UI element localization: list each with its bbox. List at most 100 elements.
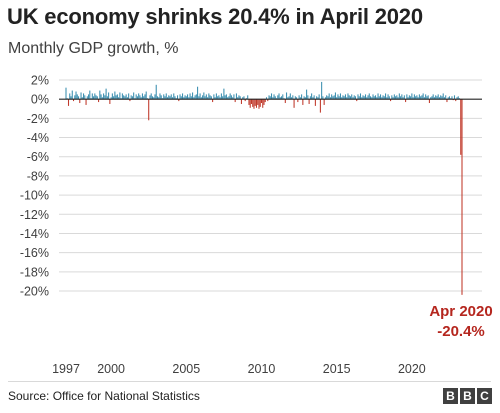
gdp-bar xyxy=(215,93,217,100)
gdp-bar xyxy=(298,95,300,100)
gdp-bar xyxy=(336,97,338,100)
gdp-bar xyxy=(116,94,118,100)
gdp-bar xyxy=(369,96,372,100)
gdp-bar xyxy=(438,97,440,100)
bars xyxy=(65,81,463,295)
gdp-bar xyxy=(183,97,185,100)
gdp-bar xyxy=(343,96,345,100)
gdp-bar xyxy=(423,97,425,100)
x-tick-label: 1997 xyxy=(52,362,80,376)
gdp-bar xyxy=(328,93,330,100)
annotation-value: -20.4% xyxy=(437,323,485,340)
gdp-bar xyxy=(282,94,284,100)
gdp-bar xyxy=(195,94,197,100)
gdp-bar xyxy=(113,96,115,100)
gdp-bar xyxy=(159,93,161,100)
x-tick-label: 2015 xyxy=(323,362,351,376)
gdp-bar xyxy=(309,96,311,100)
gdp-bar xyxy=(342,95,344,100)
gdp-bar xyxy=(341,97,343,100)
gdp-bar xyxy=(415,96,417,100)
gdp-bar xyxy=(383,96,385,100)
gdp-bar xyxy=(354,96,357,100)
gdp-bar xyxy=(356,99,358,102)
gdp-bar xyxy=(180,96,182,100)
gdp-bar xyxy=(223,88,225,100)
gdp-bar xyxy=(447,97,449,100)
y-tick-label: 0% xyxy=(31,93,49,107)
gdp-bar xyxy=(430,97,432,100)
gdp-bar xyxy=(84,95,86,100)
gdp-bar xyxy=(69,93,71,100)
gdp-bar xyxy=(244,99,246,102)
gdp-bar xyxy=(327,96,329,100)
gdp-bar xyxy=(433,97,435,100)
gdp-bar xyxy=(171,97,174,100)
gdp-bar xyxy=(203,92,205,100)
gdp-bar xyxy=(139,95,141,100)
gdp-bar xyxy=(106,96,108,100)
gdp-bar xyxy=(403,95,405,100)
gdp-bar xyxy=(253,99,255,109)
gdp-bar xyxy=(347,93,349,100)
gdp-bar xyxy=(219,97,221,100)
gdp-bar xyxy=(427,95,429,100)
y-tick-label: -14% xyxy=(20,227,49,241)
source-note: Source: Office for National Statistics xyxy=(8,389,200,403)
gdp-bar xyxy=(262,99,264,108)
gdp-bar xyxy=(250,99,253,104)
gdp-bar xyxy=(188,97,190,100)
gdp-bar xyxy=(422,93,424,100)
gdp-bar xyxy=(247,95,249,100)
gdp-bar xyxy=(441,96,443,100)
gdp-bar xyxy=(214,97,216,100)
gdp-bar xyxy=(393,94,395,100)
gdp-bar xyxy=(153,97,155,100)
gdp-bar xyxy=(128,93,130,100)
chart-subtitle: Monthly GDP growth, % xyxy=(8,40,179,57)
gdp-bar xyxy=(299,97,301,100)
gdp-bar xyxy=(307,95,309,100)
y-tick-label: -20% xyxy=(20,285,49,299)
gdp-bar xyxy=(89,90,91,100)
gdp-bar xyxy=(269,96,271,100)
gdp-bar xyxy=(199,93,201,100)
gdp-bar xyxy=(239,96,241,100)
gdp-bar xyxy=(287,97,289,100)
gdp-bar xyxy=(395,96,397,100)
gdp-bar xyxy=(67,99,70,106)
gdp-bar xyxy=(125,94,127,100)
gdp-bar xyxy=(257,99,259,105)
gdp-bar xyxy=(192,92,194,100)
gdp-bar xyxy=(260,99,263,104)
gdp-bar xyxy=(302,99,304,105)
gdp-bar xyxy=(410,96,412,100)
gdp-bar xyxy=(344,94,346,100)
annotation-date: Apr 2020 xyxy=(429,303,492,320)
gdp-bar xyxy=(114,91,116,100)
y-tick-label: -10% xyxy=(20,189,49,203)
gdp-bar xyxy=(319,99,321,113)
gdp-bar xyxy=(332,96,334,100)
gdp-bar xyxy=(334,92,336,100)
gdp-bar xyxy=(376,97,378,100)
gdp-bar xyxy=(357,94,359,100)
gdp-bar xyxy=(110,97,112,100)
chart-title: UK economy shrinks 20.4% in April 2020 xyxy=(7,4,423,29)
gdp-bar xyxy=(136,96,138,100)
gdp-bar xyxy=(448,96,451,100)
gdp-bar xyxy=(100,94,102,100)
gdp-bar xyxy=(362,95,364,100)
gdp-bar xyxy=(377,93,379,100)
gdp-bar xyxy=(91,93,93,100)
gdp-bar xyxy=(164,96,166,100)
gdp-bar xyxy=(392,97,394,100)
gdp-bar xyxy=(366,97,368,100)
gdp-bar xyxy=(141,93,143,100)
gdp-bar xyxy=(252,99,254,107)
bbc-logo: B B C xyxy=(443,388,492,404)
x-tick-label: 2020 xyxy=(398,362,426,376)
gdp-bar xyxy=(133,92,135,100)
gdp-bar xyxy=(312,97,314,100)
gdp-bar xyxy=(208,93,210,100)
